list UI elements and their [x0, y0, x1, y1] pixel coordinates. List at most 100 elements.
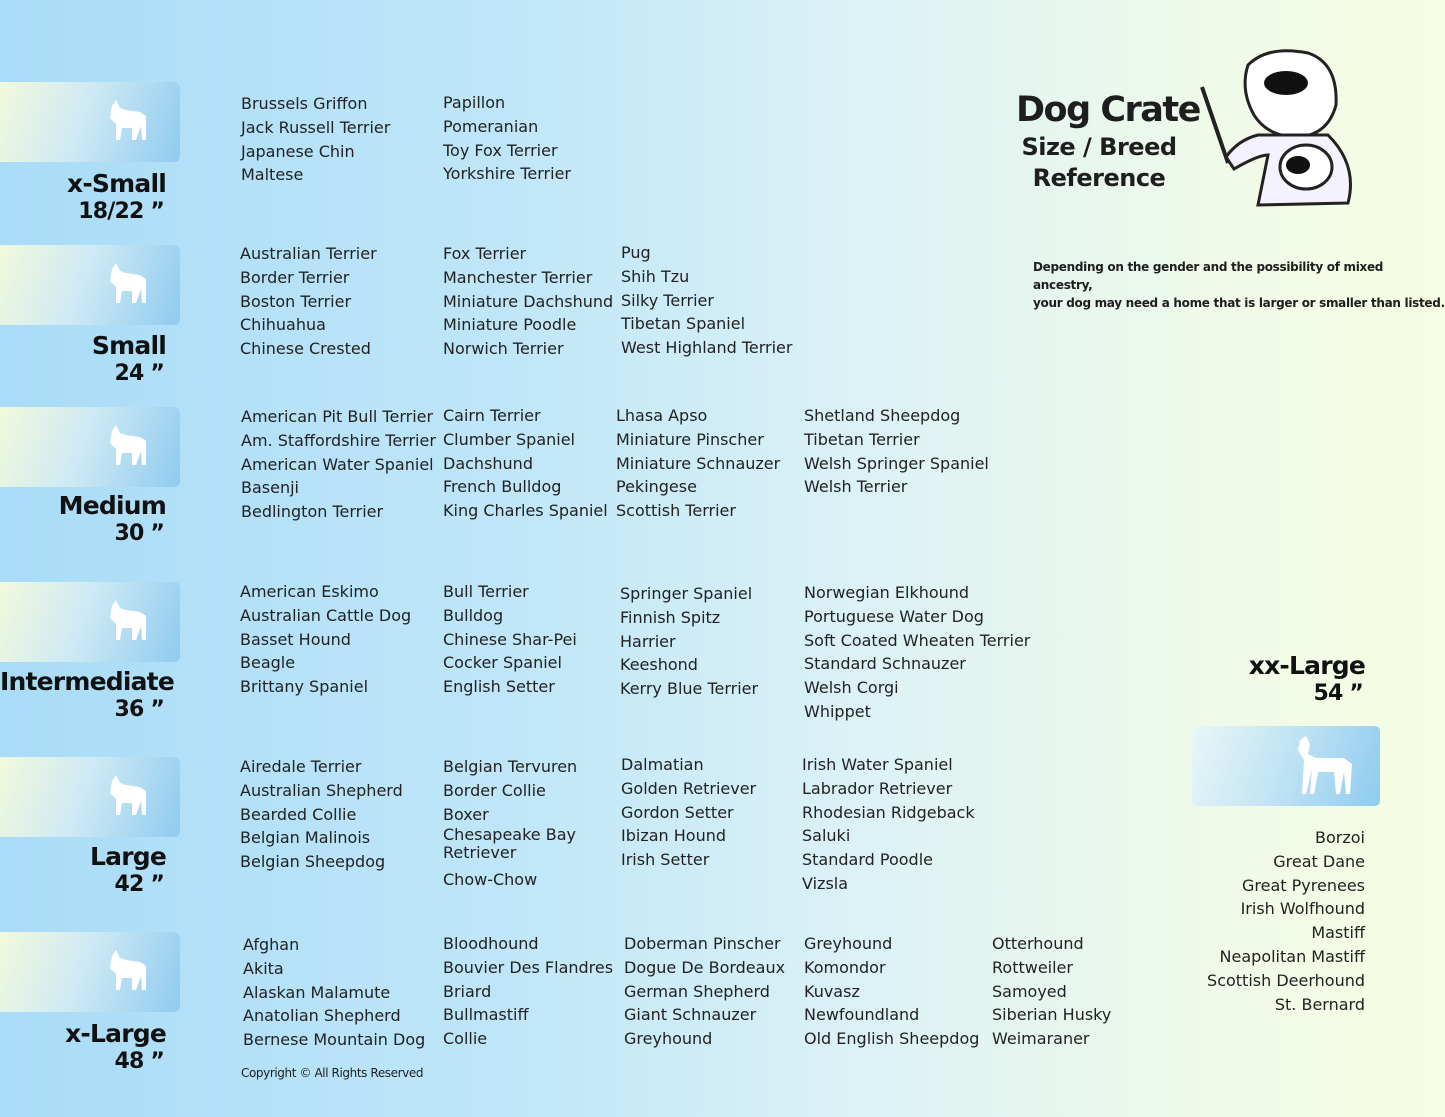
size-label-xx-large: xx-Large 54 ” — [1190, 651, 1366, 708]
crate-size: 36 ” — [114, 697, 164, 722]
breed-item: Springer Spaniel — [620, 584, 753, 603]
breed-item: Kuvasz — [804, 981, 860, 1001]
breed-column: Greyhound Komondor Kuvasz Newfoundland Old E… — [804, 932, 979, 1051]
size-tile-medium — [0, 407, 180, 487]
crate-size: 30 ” — [114, 521, 164, 546]
breed-item: Great Pyrenees — [1242, 875, 1365, 895]
small-dog-silhouette-icon — [110, 263, 146, 303]
breed-item: Bedlington Terrier — [241, 502, 384, 522]
breed-item: Jack Russell Terrier — [241, 117, 391, 137]
size-tile-small — [0, 245, 180, 325]
breed-item: Weimaraner — [992, 1029, 1090, 1049]
breed-item: Border Terrier — [240, 267, 350, 287]
note-line: your dog may need a home that is larger … — [1033, 296, 1445, 310]
breed-item: Tibetan Spaniel — [621, 314, 746, 334]
size-label-x-small: x-Small 18/22 ” — [0, 170, 167, 226]
size-name: Large — [90, 842, 167, 871]
breed-item: Ibizan Hound — [621, 826, 727, 846]
breed-item: Soft Coated Wheaten Terrier — [804, 630, 1031, 650]
breed-column: Norwegian Elkhound Portuguese Water Dog So… — [804, 581, 1030, 724]
breed-column: Irish Water Spaniel Labrador Retriever Rho… — [802, 753, 975, 896]
breed-item: Miniature Poodle — [443, 315, 577, 335]
breed-column: Otterhound Rottweiler Samoyed Siberian Husk… — [992, 932, 1111, 1051]
breed-item: Whippet — [804, 701, 871, 721]
crate-size: 18/22 ” — [78, 199, 165, 224]
breed-item: Shih Tzu — [621, 266, 690, 286]
breed-item: Golden Retriever — [621, 778, 757, 798]
size-tile-xx-large — [1192, 726, 1380, 806]
size-name: Medium — [58, 491, 167, 520]
breed-column: Lhasa Apso Miniature Pinscher Miniature Sc… — [616, 404, 780, 523]
size-tile-x-small — [0, 82, 180, 162]
breed-column: Bloodhound Bouvier Des Flandres Briard Bull… — [443, 932, 613, 1051]
breed-item: Scottish Deerhound — [1207, 970, 1365, 990]
breed-item: Australian Shepherd — [240, 780, 403, 800]
size-name: xx-Large — [1248, 651, 1366, 680]
breed-item: Miniature Pinscher — [616, 429, 764, 449]
size-label-intermediate: Intermediate 36 ” — [0, 668, 175, 724]
breed-item: Dalmatian — [621, 755, 704, 774]
breed-item: Japanese Chin — [241, 141, 355, 161]
breed-item: Australian Terrier — [240, 244, 377, 263]
breed-item: Irish Water Spaniel — [802, 755, 953, 774]
breed-item: Standard Schnauzer — [804, 654, 966, 674]
breed-item: Chow-Chow — [443, 870, 538, 890]
breed-item: Borzoi — [1315, 828, 1365, 847]
size-tile-x-large — [0, 932, 180, 1012]
breed-item: Greyhound — [804, 934, 893, 953]
breed-item: King Charles Spaniel — [443, 501, 608, 521]
subtitle-line-2: Reference — [1032, 164, 1166, 192]
breed-column: Australian Terrier Border Terrier Boston T… — [240, 242, 377, 361]
breed-item: Pekingese — [616, 477, 697, 497]
breed-column: Dalmatian Golden Retriever Gordon Setter Ib… — [621, 753, 756, 872]
note-line: Depending on the gender and the possibil… — [1033, 260, 1384, 292]
breed-item: Alaskan Malamute — [243, 982, 391, 1002]
breed-item: Chesapeake Bay Retriever — [443, 825, 576, 863]
breed-item: Great Dane — [1273, 851, 1365, 871]
spaniel-silhouette-icon — [110, 600, 146, 640]
breed-item: Border Collie — [443, 780, 546, 800]
breed-item: Saluki — [802, 826, 851, 846]
breed-column: Springer Spaniel Finnish Spitz Harrier Kees… — [620, 582, 758, 701]
breed-item: Afghan — [243, 935, 300, 954]
breed-column: Brussels Griffon Jack Russell Terrier Japa… — [241, 92, 390, 187]
breed-column: Doberman Pinscher Dogue De Bordeaux German… — [624, 932, 785, 1051]
breed-item: Bernese Mountain Dog — [243, 1030, 426, 1050]
breed-item: Shetland Sheepdog — [804, 406, 961, 425]
breed-column: American Eskimo Australian Cattle Dog Bass… — [240, 580, 411, 699]
breed-column: Shetland Sheepdog Tibetan Terrier Welsh Sp… — [804, 404, 989, 499]
size-tile-intermediate — [0, 582, 180, 662]
size-label-large: Large 42 ” — [0, 842, 167, 899]
breed-item: Irish Wolfhound — [1240, 899, 1365, 919]
husky-silhouette-icon — [110, 950, 146, 990]
breed-column: Pug Shih Tzu Silky Terrier Tibetan Spaniel W… — [621, 241, 792, 360]
breed-item: Rottweiler — [992, 957, 1073, 977]
breed-item: Irish Setter — [621, 850, 710, 870]
breed-item: Norwich Terrier — [443, 339, 564, 359]
breed-item: Papillon — [443, 93, 506, 112]
size-label-x-large: x-Large 48 ” — [0, 1019, 167, 1076]
breed-item: Brussels Griffon — [241, 94, 368, 113]
breed-item: Dogue De Bordeaux — [624, 957, 786, 977]
copyright: Copyright © All Rights Reserved — [241, 1066, 424, 1080]
breed-item: Doberman Pinscher — [624, 934, 781, 953]
breed-item: Chinese Crested — [240, 339, 371, 359]
breed-item: St. Bernard — [1274, 994, 1365, 1014]
breed-item: Airedale Terrier — [240, 757, 362, 776]
breed-item: Bull Terrier — [443, 582, 529, 601]
breed-column: Bull Terrier Bulldog Chinese Shar-Pei Cocke… — [443, 580, 577, 699]
breed-item: Gordon Setter — [621, 802, 734, 822]
breed-item: Standard Poodle — [802, 850, 933, 870]
crate-size: 42 ” — [114, 872, 164, 897]
xx-large-breed-list: Borzoi Great Dane Great Pyrenees Irish Wolf… — [1207, 826, 1365, 1016]
breed-item: Norwegian Elkhound — [804, 583, 970, 602]
breed-column: Fox Terrier Manchester Terrier Miniature D… — [443, 242, 613, 361]
breed-item: Chinese Shar-Pei — [443, 629, 577, 649]
breed-item: Miniature Dachshund — [443, 291, 614, 311]
breed-column: Afghan Akita Alaskan Malamute Anatolian She… — [243, 933, 425, 1052]
sizing-note: Depending on the gender and the possibil… — [1033, 258, 1445, 312]
size-name: x-Large — [65, 1019, 167, 1048]
breed-item: Finnish Spitz — [620, 607, 721, 627]
breed-item: Bloodhound — [443, 934, 539, 953]
breed-column: Cairn Terrier Clumber Spaniel Dachshund Fre… — [443, 404, 608, 523]
